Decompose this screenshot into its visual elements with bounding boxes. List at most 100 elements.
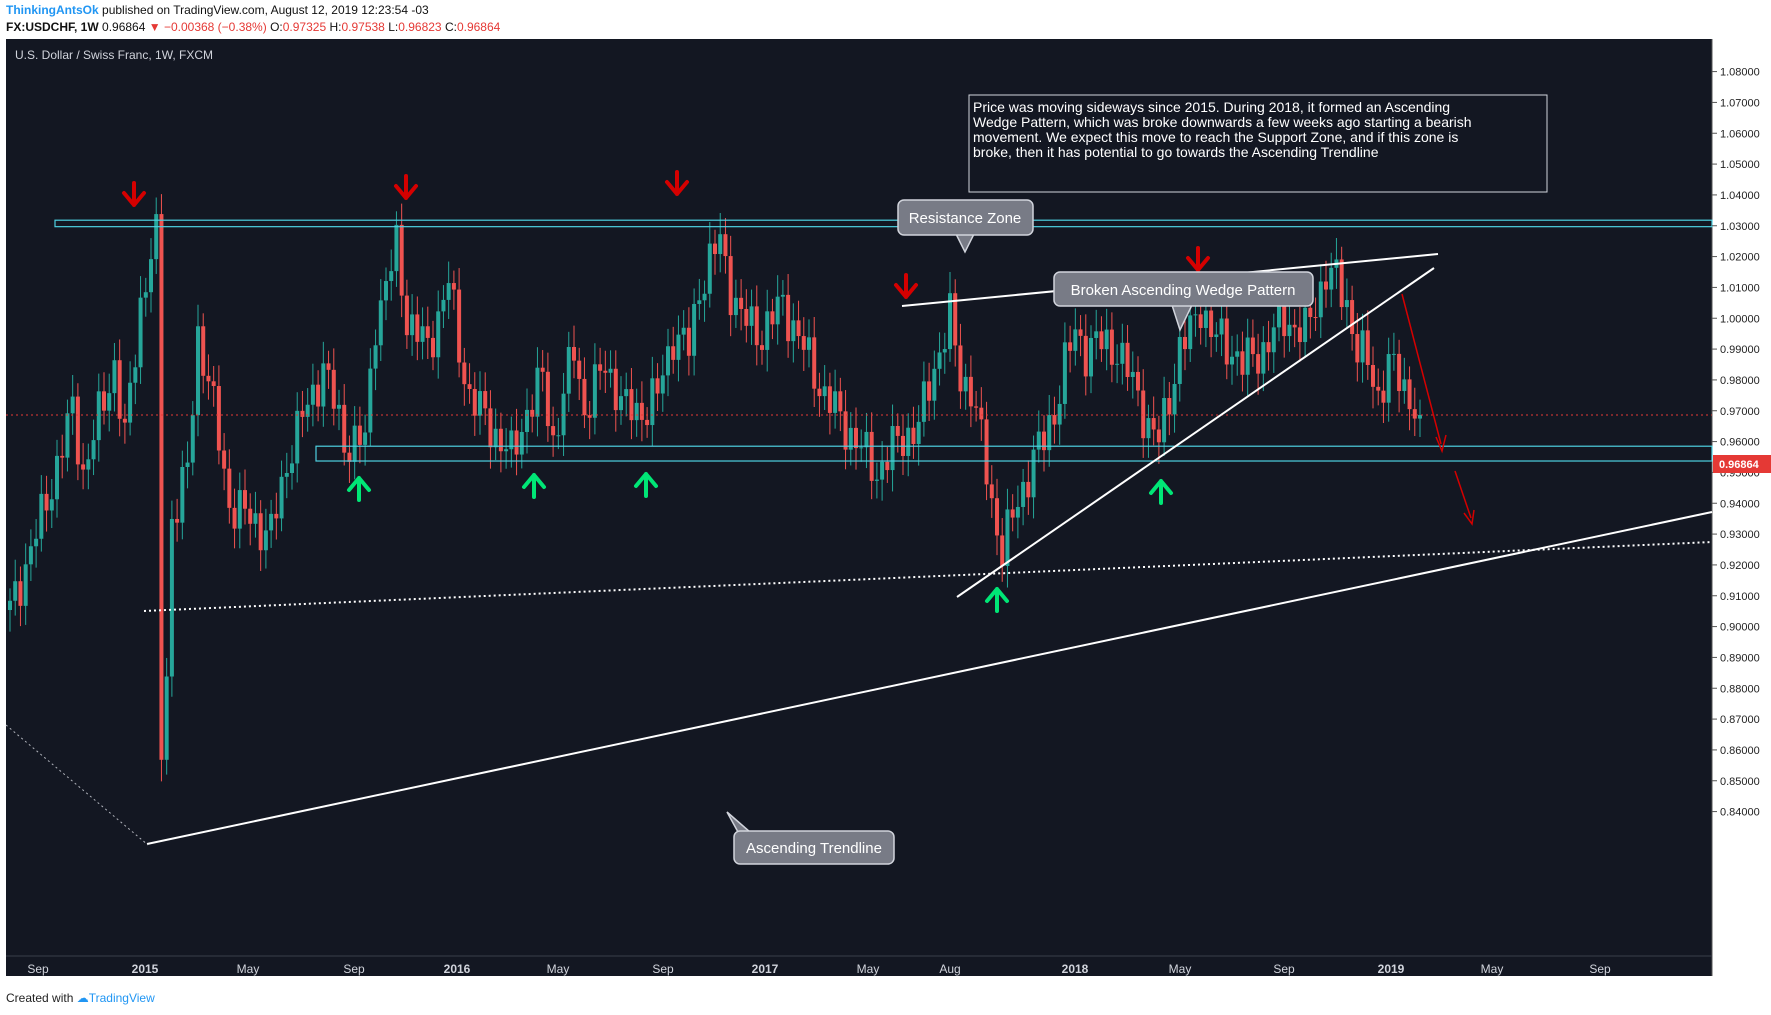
candle-body xyxy=(263,530,268,551)
candle-body xyxy=(1256,354,1261,374)
footer-brand[interactable]: TradingView xyxy=(88,991,155,1005)
dotted-diagonal-line xyxy=(5,724,149,846)
candle-body xyxy=(1183,336,1187,350)
price-change: ▼ −0.00368 (−0.38%) xyxy=(148,20,267,34)
y-tick-label: 1.02000 xyxy=(1720,252,1760,264)
candle-body xyxy=(906,427,911,456)
candle-body xyxy=(1261,342,1266,374)
candle-body xyxy=(676,334,681,360)
candle-body xyxy=(1188,315,1193,350)
candle-body xyxy=(822,386,827,397)
y-tick-label: 0.90000 xyxy=(1720,622,1760,634)
y-tick-label: 0.84000 xyxy=(1720,807,1760,819)
note-line-4: broke, then it has potential to go towar… xyxy=(973,144,1379,160)
candle-body xyxy=(1245,337,1250,375)
support-touch-up-arrow-icon xyxy=(1149,479,1173,505)
candle-body xyxy=(1193,314,1198,316)
candle-body xyxy=(159,214,164,760)
candle-body xyxy=(634,402,639,421)
candle-body xyxy=(1397,353,1402,392)
candle-body xyxy=(749,306,754,326)
author-link[interactable]: ThinkingAntsOk xyxy=(6,3,99,17)
candle-body xyxy=(122,418,127,423)
trendline-callout[interactable]: Ascending Trendline xyxy=(726,811,895,865)
candle-body xyxy=(237,490,242,529)
candle-body xyxy=(530,409,535,417)
support-touch-up-arrow-icon xyxy=(522,473,546,499)
candle-body xyxy=(744,308,749,326)
resistance-callout[interactable]: Resistance Zone xyxy=(897,199,1034,254)
candle-body xyxy=(1350,300,1355,335)
open-value: 0.97325 xyxy=(282,20,327,34)
candle-body xyxy=(49,499,54,511)
low-value: 0.96823 xyxy=(398,20,442,34)
candle-body xyxy=(284,472,289,477)
candle-body xyxy=(467,384,472,389)
candle-body xyxy=(707,243,712,294)
candle-body xyxy=(1308,307,1313,318)
candle-body xyxy=(295,410,300,464)
candle-body xyxy=(1391,353,1396,355)
y-tick-label: 0.87000 xyxy=(1720,714,1760,726)
candle-body xyxy=(472,388,477,416)
candle-body xyxy=(989,484,994,499)
y-axis-ticks: 1.08000 1.07000 1.06000 1.05000 1.04000 1.030… xyxy=(1712,67,1760,819)
candle-body xyxy=(232,507,237,529)
candle-body xyxy=(1297,327,1302,343)
candle-body xyxy=(143,292,148,298)
candle-body xyxy=(425,326,430,338)
candle-body xyxy=(739,297,744,309)
candle-body xyxy=(478,391,482,416)
candle-body xyxy=(352,425,357,462)
candle-body xyxy=(399,224,404,296)
candle-body xyxy=(629,389,634,421)
candle-body xyxy=(880,461,885,480)
candle-body xyxy=(128,382,133,423)
candle-body xyxy=(55,455,59,500)
candle-body xyxy=(91,440,96,460)
resistance-callout-label: Resistance Zone xyxy=(909,210,1022,227)
candle-body xyxy=(1052,415,1057,425)
candle-body xyxy=(953,293,958,346)
candle-body xyxy=(780,294,785,297)
note-line-3: movement. We expect this move to reach t… xyxy=(973,129,1458,145)
wedge-callout[interactable]: Broken Ascending Wedge Pattern xyxy=(1053,271,1314,333)
candle-body xyxy=(326,363,331,370)
candle-body xyxy=(603,370,608,373)
candle-body xyxy=(1198,314,1203,328)
candle-body xyxy=(310,384,315,405)
candle-body xyxy=(1219,318,1224,335)
candle-body xyxy=(514,430,519,455)
candle-body xyxy=(754,306,759,346)
candle-body xyxy=(874,479,879,481)
candle-body xyxy=(305,404,310,417)
candle-body xyxy=(958,345,963,392)
price-axis[interactable] xyxy=(1712,39,1771,976)
publish-info: published on TradingView.com, August 12,… xyxy=(102,3,429,17)
candle-body xyxy=(133,367,138,383)
y-tick-label: 0.94000 xyxy=(1720,498,1760,510)
candle-body xyxy=(713,243,717,255)
candle-body xyxy=(1073,329,1078,351)
y-tick-label: 1.00000 xyxy=(1720,313,1760,325)
candle-body xyxy=(545,371,550,427)
y-tick-label: 1.07000 xyxy=(1720,97,1760,109)
candle-body xyxy=(1282,302,1287,337)
candle-body xyxy=(1010,509,1015,518)
candle-body xyxy=(1339,259,1344,308)
candle-body xyxy=(1344,300,1349,308)
resistance-callout-box xyxy=(897,199,1034,236)
candle-body xyxy=(342,404,347,453)
y-tick-label: 0.92000 xyxy=(1720,560,1760,572)
candle-body xyxy=(1057,403,1062,425)
candle-body xyxy=(864,431,869,448)
last-price: 0.96864 xyxy=(102,20,146,34)
y-tick-label: 1.05000 xyxy=(1720,159,1760,171)
candle-body xyxy=(107,393,112,411)
candle-body xyxy=(765,311,770,350)
candle-body xyxy=(483,391,488,409)
candle-body xyxy=(253,513,258,524)
price-chart[interactable]: 1.08000 1.07000 1.06000 1.05000 1.04000 1.030… xyxy=(0,39,1771,984)
candle-body xyxy=(227,468,232,508)
candle-body xyxy=(1381,390,1386,403)
